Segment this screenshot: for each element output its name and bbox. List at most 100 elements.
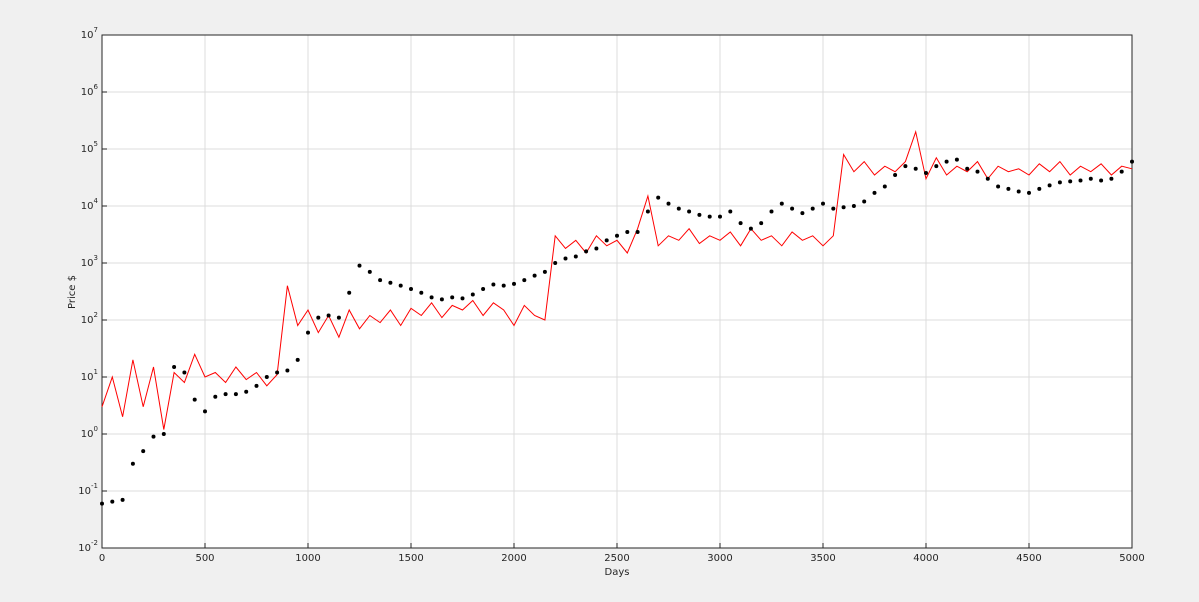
data-point	[347, 290, 352, 295]
y-axis-label: Price $	[67, 275, 78, 309]
data-point	[779, 201, 784, 206]
data-point	[244, 389, 249, 394]
data-point	[748, 226, 753, 231]
x-tick-label: 1000	[295, 553, 320, 564]
data-point	[913, 166, 918, 171]
data-point	[996, 184, 1001, 189]
data-point	[213, 394, 218, 399]
data-point	[151, 434, 156, 439]
data-point	[223, 392, 228, 397]
x-tick-label: 3000	[707, 553, 732, 564]
data-point	[161, 432, 166, 436]
data-point	[738, 221, 743, 226]
data-point	[1047, 183, 1052, 188]
data-point	[924, 170, 928, 175]
data-point	[141, 449, 146, 454]
data-point	[1088, 176, 1093, 181]
x-tick-label: 500	[195, 553, 214, 564]
data-point	[615, 233, 619, 238]
data-point	[697, 212, 702, 217]
data-point	[542, 269, 547, 274]
data-point	[501, 283, 506, 288]
data-point	[903, 164, 908, 169]
data-point	[728, 209, 733, 214]
data-point	[233, 392, 238, 397]
x-tick-label: 2500	[604, 553, 629, 564]
data-point	[1109, 176, 1114, 181]
data-point	[676, 206, 681, 211]
data-point	[316, 315, 321, 320]
data-point	[862, 199, 867, 204]
data-point	[326, 313, 331, 318]
x-tick-label: 4500	[1016, 553, 1041, 564]
data-point	[934, 164, 939, 169]
data-point	[604, 238, 609, 243]
data-point	[172, 364, 177, 369]
data-point	[563, 256, 568, 261]
data-point	[512, 281, 516, 286]
data-point	[264, 375, 269, 379]
x-tick-label: 5000	[1119, 553, 1144, 564]
y-tick-label: 10-1	[78, 482, 98, 497]
data-point	[831, 206, 836, 211]
data-point	[532, 273, 537, 278]
axes-box	[101, 34, 1133, 549]
data-point	[965, 166, 970, 171]
data-point	[470, 292, 475, 297]
data-point	[687, 209, 692, 214]
data-point	[893, 172, 898, 177]
data-point	[944, 159, 949, 164]
data-point	[120, 497, 125, 502]
data-point	[954, 157, 959, 162]
x-axis-label: Days	[605, 567, 630, 578]
data-point	[491, 282, 496, 287]
data-point	[975, 169, 980, 174]
y-tick-label: 102	[81, 311, 98, 326]
data-point	[419, 290, 424, 295]
data-point	[254, 383, 259, 388]
data-point	[1099, 178, 1104, 183]
data-point	[769, 209, 774, 214]
data-point	[275, 370, 280, 375]
data-point	[841, 205, 846, 210]
data-point	[460, 296, 465, 301]
data-point	[553, 261, 558, 265]
data-point	[182, 370, 187, 375]
data-point	[192, 397, 197, 402]
data-point	[1027, 190, 1031, 195]
data-point	[450, 295, 455, 300]
data-point	[851, 204, 856, 208]
x-tick-label: 3500	[810, 553, 835, 564]
data-point	[388, 280, 393, 285]
data-point	[439, 297, 444, 302]
data-point	[1006, 186, 1011, 191]
data-point	[882, 184, 887, 189]
y-tick-label: 106	[81, 83, 99, 98]
data-point	[1119, 169, 1124, 174]
y-tick-label: 105	[81, 140, 98, 155]
data-point	[203, 409, 207, 414]
y-tick-label: 10-2	[78, 539, 98, 554]
data-point	[306, 330, 310, 335]
x-tick-label: 4000	[913, 553, 938, 564]
y-tick-label: 101	[81, 368, 98, 383]
data-point	[872, 190, 877, 195]
data-point	[378, 278, 383, 283]
data-point	[481, 286, 486, 291]
data-point	[409, 286, 413, 291]
data-point	[810, 206, 815, 211]
x-tick-label: 2000	[501, 553, 526, 564]
data-point	[584, 249, 589, 254]
data-point	[398, 283, 403, 288]
data-line	[101, 129, 1133, 430]
data-point	[1068, 179, 1073, 184]
data-point	[295, 357, 300, 362]
data-point	[625, 229, 630, 234]
data-point	[594, 246, 599, 251]
y-tick-label: 100	[81, 425, 98, 440]
data-point	[1037, 186, 1042, 191]
data-point	[100, 501, 104, 506]
data-point	[285, 368, 290, 373]
data-point	[1078, 178, 1083, 183]
